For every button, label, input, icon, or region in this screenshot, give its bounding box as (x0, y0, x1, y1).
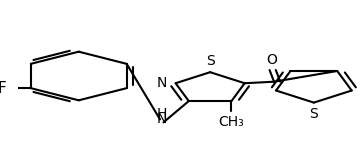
Text: S: S (206, 54, 214, 68)
Text: F: F (0, 81, 7, 96)
Text: O: O (266, 52, 277, 67)
Text: N: N (157, 112, 167, 126)
Text: H: H (157, 107, 167, 121)
Text: S: S (309, 107, 318, 121)
Text: N: N (157, 76, 167, 90)
Text: CH₃: CH₃ (219, 115, 244, 129)
